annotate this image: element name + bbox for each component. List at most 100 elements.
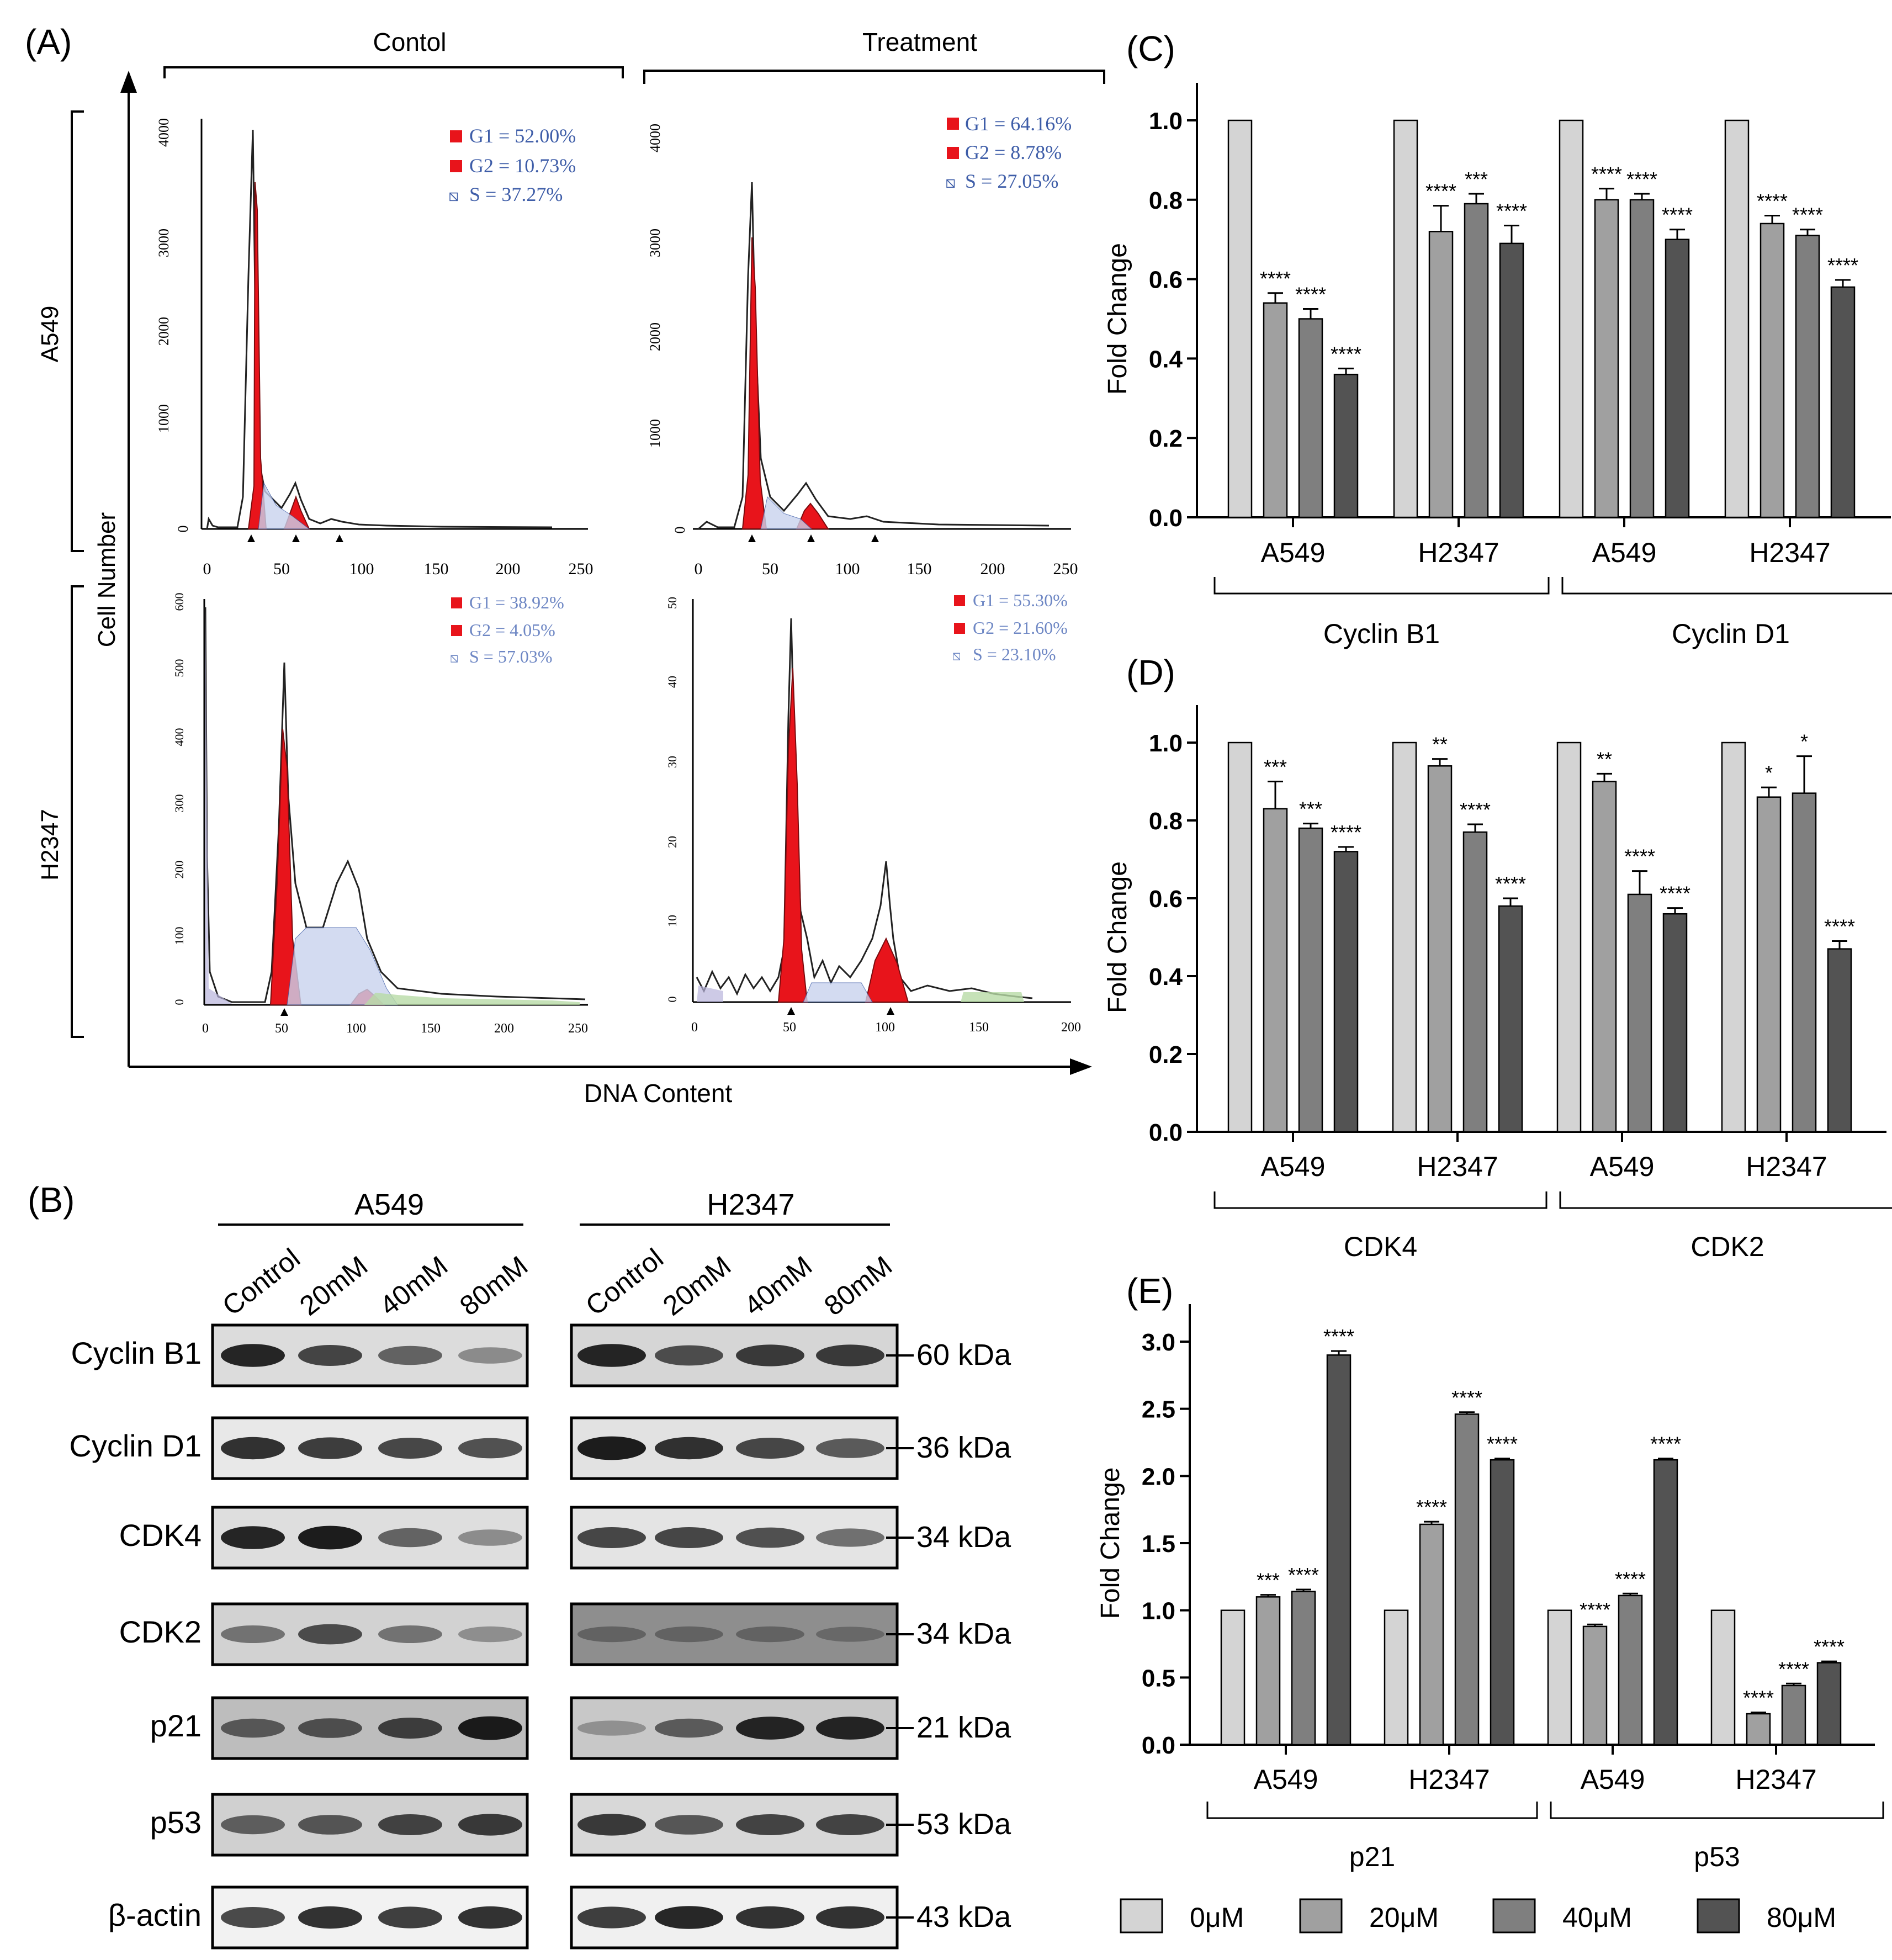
y-tick-label: 0.0 <box>1149 1119 1183 1146</box>
bar <box>1298 318 1323 518</box>
bracket-label: Cyclin B1 <box>1323 618 1440 649</box>
bar <box>1792 792 1817 1133</box>
histogram-trace <box>206 129 553 529</box>
legend-s: S = 27.05% <box>965 170 1058 192</box>
y-axis-label: Fold Change <box>1103 243 1132 395</box>
bar <box>1653 1459 1678 1746</box>
significance-label: **** <box>1580 1598 1610 1621</box>
protein-label: CDK2 <box>119 1614 202 1649</box>
size-label: 36 kDa <box>916 1431 1011 1464</box>
bracket-label: CDK4 <box>1344 1231 1417 1262</box>
panel-d: (D) Fold Change0.00.20.40.60.81.0A549***… <box>1103 653 1892 1262</box>
legend-g2-swatch <box>947 147 959 159</box>
band <box>378 1814 442 1835</box>
lane-label-a549: 20mM <box>294 1250 373 1322</box>
row-bracket-a549 <box>71 110 84 552</box>
y-tick-label: 0.6 <box>1149 267 1183 294</box>
band <box>221 1815 285 1835</box>
bar <box>1464 203 1489 518</box>
size-label: 34 kDa <box>916 1617 1011 1650</box>
band <box>458 1438 522 1459</box>
significance-label: ** <box>1432 733 1448 756</box>
legend-g2: G2 = 4.05% <box>469 620 555 640</box>
legend-g1: G1 = 38.92% <box>469 592 564 612</box>
protein-label: CDK4 <box>119 1518 202 1553</box>
legend-g2-swatch <box>954 623 965 634</box>
y-tick-label: 0.8 <box>1149 808 1183 835</box>
legend-g1: G1 = 55.30% <box>973 590 1068 610</box>
ytick: 300 <box>172 794 186 813</box>
band <box>577 1344 646 1367</box>
bar <box>1827 948 1852 1133</box>
bar <box>1629 199 1655 518</box>
panel-letter-c: (C) <box>1126 29 1175 68</box>
legend-swatch <box>1697 1898 1740 1933</box>
significance-label: **** <box>1626 168 1657 190</box>
histogram-trace <box>696 618 1033 999</box>
legend-g2: G2 = 21.60% <box>973 618 1068 638</box>
group-bracket <box>1206 1802 1538 1819</box>
legend-g1-swatch <box>451 597 462 608</box>
band <box>221 1718 285 1738</box>
bar <box>1710 1609 1736 1746</box>
bar <box>1559 119 1584 518</box>
group-label-h2347: H2347 <box>707 1188 794 1221</box>
big-y-arrow <box>120 71 137 93</box>
bar <box>1759 223 1785 518</box>
ytick: 0 <box>175 526 191 533</box>
significance-label: **** <box>1295 283 1326 306</box>
significance-label: * <box>1800 730 1808 753</box>
y-tick-label: 1.0 <box>1142 1598 1175 1625</box>
y-tick-label: 2.5 <box>1142 1396 1175 1423</box>
xtick: 100 <box>346 1021 366 1036</box>
bracket-label: p21 <box>1349 1841 1395 1872</box>
significance-label: * <box>1765 761 1773 784</box>
bar <box>1333 851 1359 1133</box>
ytick: 1000 <box>156 404 172 433</box>
bar <box>1594 199 1619 518</box>
xtick: 200 <box>1061 1020 1081 1035</box>
band <box>655 1527 723 1548</box>
band <box>458 1347 522 1364</box>
ytick: 20 <box>665 836 679 848</box>
x-group-label: A549 <box>1261 1151 1326 1182</box>
lane-label-h2347: 40mM <box>738 1250 818 1322</box>
group-bracket <box>1213 577 1550 595</box>
ytick: 500 <box>172 659 186 677</box>
band <box>736 1344 804 1366</box>
legend-s-hatch-icon: ⧅ <box>449 649 459 666</box>
x-group-label: A549 <box>1581 1764 1645 1795</box>
bar <box>1291 1591 1316 1746</box>
band <box>378 1438 442 1459</box>
band <box>458 1529 522 1546</box>
band <box>655 1906 723 1929</box>
significance-label: *** <box>1264 756 1287 778</box>
band <box>736 1814 804 1835</box>
x-group-label: A549 <box>1254 1764 1318 1795</box>
bar <box>1263 302 1288 518</box>
xtick: 0 <box>691 1020 698 1035</box>
significance-label: **** <box>1615 1567 1646 1590</box>
xtick: 150 <box>907 560 932 578</box>
legend-s-hatch-icon: ⧅ <box>952 647 961 664</box>
significance-label: **** <box>1814 1635 1845 1658</box>
g2-peak <box>865 937 909 1003</box>
protein-label: Cyclin D1 <box>69 1428 202 1463</box>
western-blots: Cyclin B1 60 kDa Cyclin D1 36 kDa CDK4 34 kDa… <box>69 1323 1011 1950</box>
band <box>816 1627 884 1642</box>
band <box>736 1626 804 1643</box>
lane-label-a549: Control <box>216 1242 305 1321</box>
y-tick-label: 1.5 <box>1142 1530 1175 1558</box>
band <box>378 1906 442 1929</box>
dna-content-label: DNA Content <box>584 1079 733 1108</box>
xtick: 200 <box>494 1021 514 1036</box>
y-tick-label: 0.0 <box>1142 1732 1175 1759</box>
panel-letter-b: (B) <box>28 1180 75 1220</box>
group-bracket <box>1550 1802 1884 1819</box>
ytick: 400 <box>172 728 186 746</box>
bar <box>1227 741 1253 1133</box>
legend-s: S = 57.03% <box>469 647 553 666</box>
